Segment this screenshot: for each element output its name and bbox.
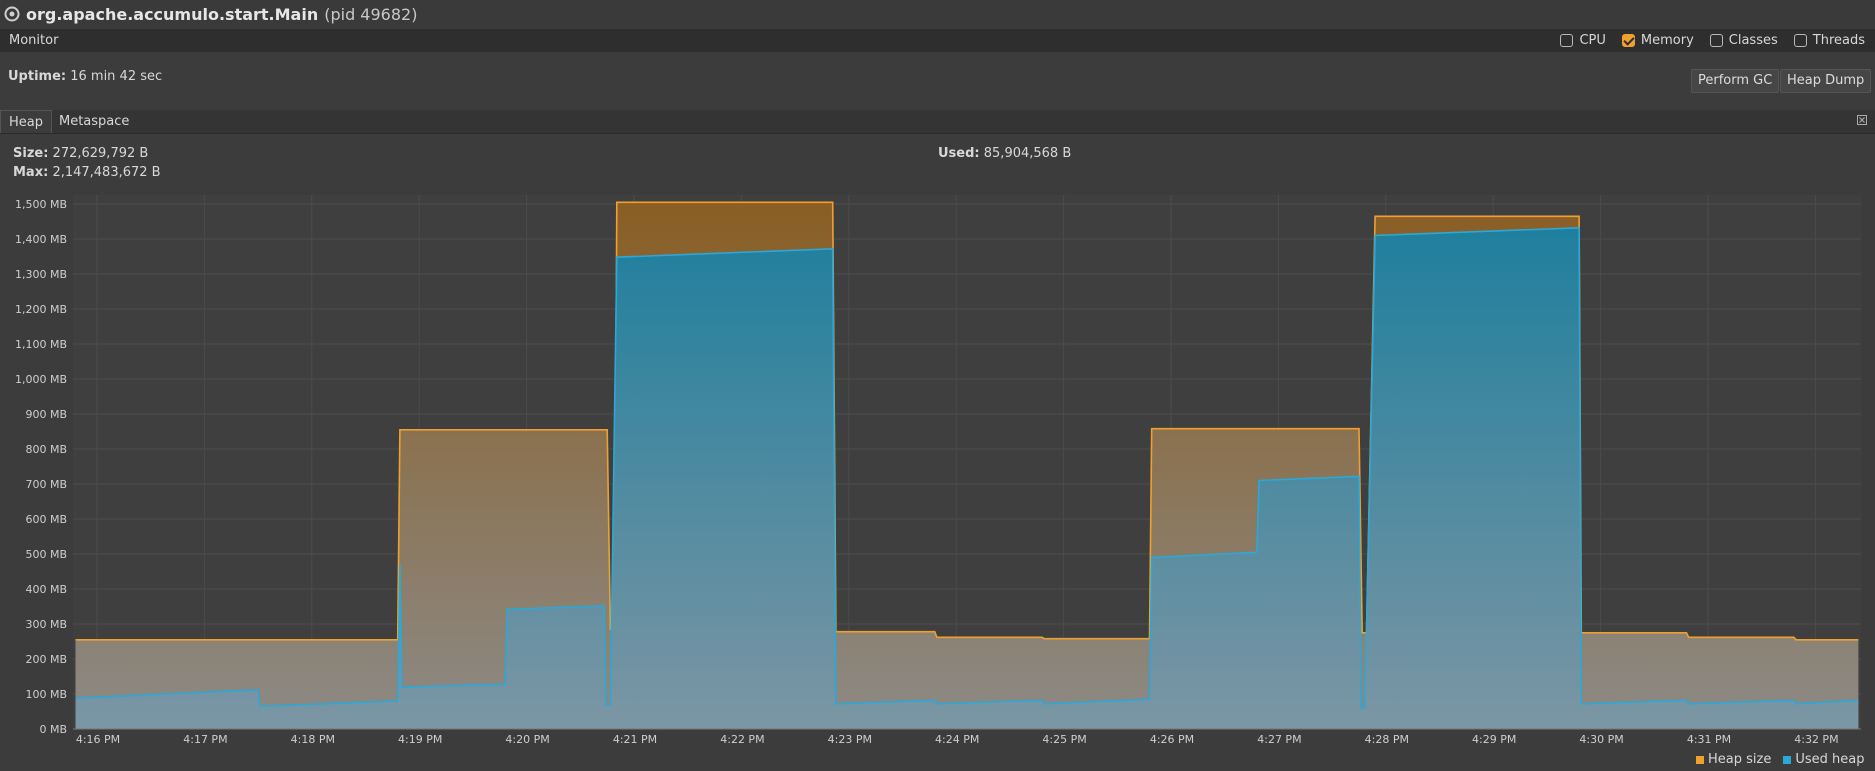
- used-heap-swatch: [1783, 755, 1792, 764]
- x-tick-label: 4:26 PM: [1150, 733, 1194, 746]
- heap-chart: 0 MB 100 MB 200 MB 300 MB 400 MB 500 MB 600 MB…: [15, 195, 1861, 746]
- x-tick-label: 4:19 PM: [398, 733, 442, 746]
- classes-checkbox-label: Classes: [1728, 33, 1778, 48]
- x-tick-label: 4:21 PM: [613, 733, 657, 746]
- x-tick-label: 4:17 PM: [183, 733, 227, 746]
- title-bar: org.apache.accumulo.start.Main (pid 4968…: [0, 0, 1875, 28]
- y-tick-label: 1,100 MB: [15, 338, 67, 351]
- heap-size-swatch: [1696, 755, 1704, 764]
- x-tick-label: 4:32 PM: [1794, 733, 1838, 746]
- monitor-label: Monitor: [9, 33, 59, 48]
- window-pid: (pid 49682): [324, 4, 418, 24]
- y-tick-label: 400 MB: [25, 583, 67, 596]
- y-tick-label: 0 MB: [39, 723, 67, 736]
- cpu-checkbox[interactable]: CPU: [1560, 33, 1606, 48]
- y-tick-label: 1,400 MB: [15, 233, 67, 246]
- monitor-checkboxes: CPU Memory Classes Threads: [1544, 29, 1865, 52]
- window-title: org.apache.accumulo.start.Main: [26, 4, 319, 24]
- x-tick-label: 4:16 PM: [76, 733, 120, 746]
- memory-checkbox[interactable]: Memory: [1621, 33, 1694, 48]
- memory-checkbox-label: Memory: [1640, 33, 1694, 48]
- x-tick-label: 4:22 PM: [720, 733, 764, 746]
- heap-dump-button[interactable]: Heap Dump: [1780, 69, 1872, 93]
- x-tick-label: 4:28 PM: [1365, 733, 1409, 746]
- x-tick-label: 4:27 PM: [1257, 733, 1301, 746]
- heap-used-stat: Used: 85,904,568 B: [938, 146, 1071, 161]
- heap-max-value: 2,147,483,672 B: [52, 165, 161, 180]
- used-heap-series-line: [75, 226, 1859, 709]
- checkbox-checked-icon: [1621, 34, 1635, 47]
- heap-max-label: Max:: [13, 165, 49, 180]
- uptime-label: Uptime:: [8, 69, 67, 84]
- checkbox-icon: [1560, 34, 1574, 47]
- legend-used-heap: Used heap: [1795, 752, 1865, 767]
- monitor-header: Monitor CPU Memory Classes Threads: [0, 29, 1875, 52]
- heap-max-stat: Max: 2,147,483,672 B: [13, 165, 161, 180]
- x-tick-label: 4:31 PM: [1687, 733, 1731, 746]
- x-tick-label: 4:25 PM: [1042, 733, 1086, 746]
- heap-size-label: Size:: [13, 146, 49, 161]
- x-tick-label: 4:23 PM: [828, 733, 872, 746]
- legend-heap-size: Heap size: [1708, 752, 1772, 767]
- perform-gc-button[interactable]: Perform GC: [1691, 69, 1780, 93]
- cpu-checkbox-label: CPU: [1579, 33, 1606, 48]
- y-tick-label: 700 MB: [25, 478, 67, 491]
- threads-checkbox[interactable]: Threads: [1793, 33, 1865, 48]
- heap-size-stat: Size: 272,629,792 B: [13, 146, 148, 161]
- heap-used-label: Used:: [938, 146, 980, 161]
- y-tick-label: 1,200 MB: [15, 303, 67, 316]
- x-tick-label: 4:30 PM: [1579, 733, 1623, 746]
- y-tick-label: 300 MB: [25, 618, 67, 631]
- y-tick-label: 600 MB: [25, 513, 67, 526]
- threads-checkbox-label: Threads: [1812, 33, 1865, 48]
- y-tick-label: 900 MB: [25, 408, 67, 421]
- heap-size-value: 272,629,792 B: [52, 146, 149, 161]
- x-tick-label: 4:18 PM: [291, 733, 335, 746]
- y-tick-label: 100 MB: [25, 688, 67, 701]
- app-icon: [4, 6, 20, 22]
- y-tick-label: 1,300 MB: [15, 268, 67, 281]
- heap-used-value: 85,904,568 B: [983, 146, 1072, 161]
- y-tick-label: 200 MB: [25, 653, 67, 666]
- y-tick-label: 1,000 MB: [15, 373, 67, 386]
- uptime: Uptime: 16 min 42 sec: [8, 69, 162, 84]
- x-tick-label: 4:20 PM: [505, 733, 549, 746]
- checkbox-icon: [1709, 34, 1723, 47]
- x-tick-label: 4:29 PM: [1472, 733, 1516, 746]
- classes-checkbox[interactable]: Classes: [1709, 33, 1778, 48]
- uptime-value: 16 min 42 sec: [70, 69, 163, 84]
- y-tick-label: 500 MB: [25, 548, 67, 561]
- y-tick-label: 800 MB: [25, 443, 67, 456]
- tab-heap[interactable]: Heap: [0, 110, 52, 133]
- tab-bar: Heap Metaspace: [0, 110, 1875, 134]
- y-tick-label: 1,500 MB: [15, 198, 67, 211]
- checkbox-icon: [1793, 34, 1807, 47]
- tab-metaspace[interactable]: Metaspace: [59, 114, 130, 129]
- used-heap-series-area: [75, 227, 1859, 729]
- close-icon[interactable]: [1857, 115, 1867, 125]
- x-tick-label: 4:24 PM: [935, 733, 979, 746]
- chart-legend: Heap size Used heap: [1696, 752, 1864, 767]
